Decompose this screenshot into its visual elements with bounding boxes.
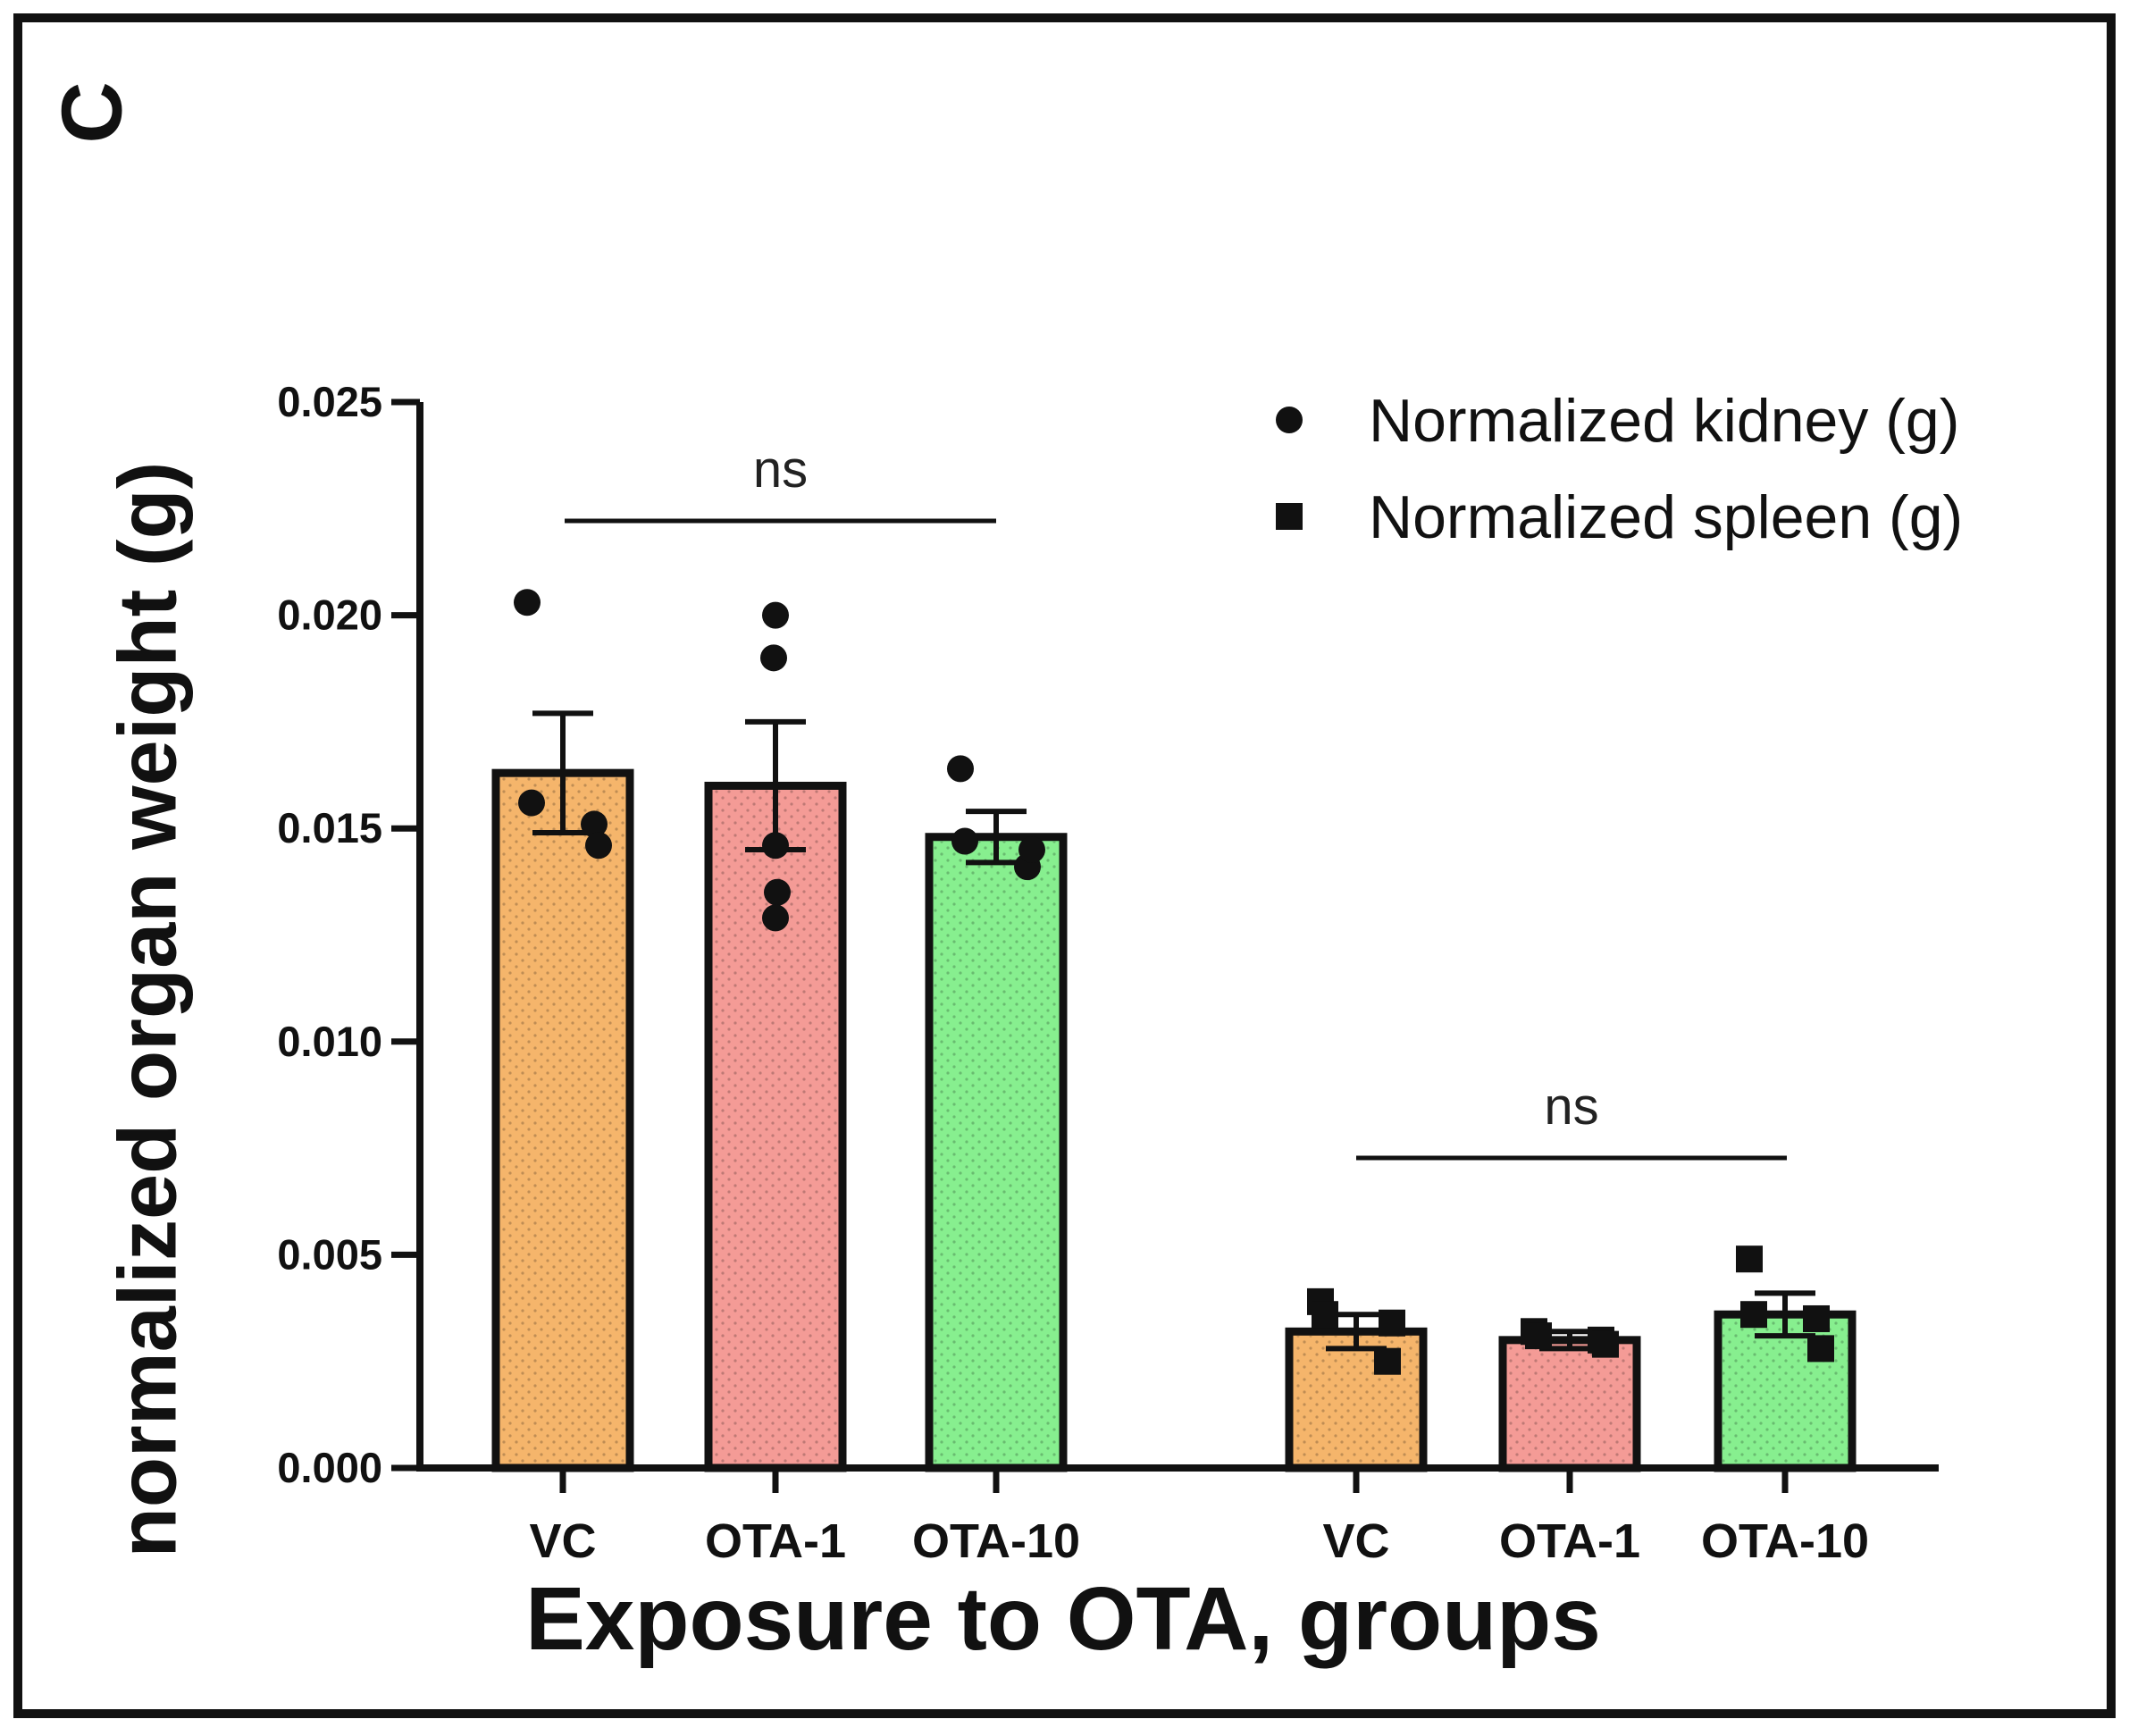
figure-border	[13, 13, 2116, 1718]
x-category-label: OTA-10	[1701, 1514, 1869, 1568]
x-category-label: VC	[1322, 1514, 1389, 1568]
data-point-kidney	[585, 832, 612, 860]
x-axis-title: Exposure to OTA, groups	[525, 1569, 1601, 1669]
data-point-kidney	[514, 589, 541, 616]
y-tick-label: 0.020	[277, 591, 382, 639]
data-point-kidney	[762, 832, 789, 860]
plot-area: 0.000 0.005 0.010 0.015 0.020 0.025 VC OTA-1 OTA…	[277, 378, 1939, 1568]
data-point-spleen	[1312, 1301, 1338, 1329]
legend-label: Normalized spleen (g)	[1369, 483, 1963, 551]
data-point-spleen	[1374, 1347, 1401, 1375]
x-category-label: OTA-1	[705, 1514, 846, 1568]
data-point-kidney	[518, 789, 545, 817]
y-tick-label: 0.015	[277, 804, 382, 851]
bar-texture	[1507, 1344, 1632, 1463]
data-point-kidney	[581, 810, 608, 838]
bar-texture	[500, 777, 625, 1463]
legend-marker-circle	[1276, 407, 1303, 433]
data-point-kidney	[760, 644, 787, 672]
legend: Normalized kidney (g) Normalized spleen (…	[1276, 387, 1963, 551]
data-point-kidney	[951, 827, 978, 855]
y-tick-label: 0.005	[277, 1230, 382, 1278]
significance-label: ns	[1544, 1078, 1598, 1136]
legend-marker-square	[1276, 503, 1303, 530]
data-point-spleen	[1803, 1304, 1830, 1332]
data-point-spleen	[1807, 1335, 1834, 1363]
panel-label: C	[44, 81, 139, 143]
bar-texture	[934, 841, 1059, 1463]
data-point-spleen	[1379, 1309, 1405, 1337]
significance-label: ns	[753, 440, 808, 499]
data-point-kidney	[764, 878, 791, 906]
data-point-spleen	[1736, 1245, 1763, 1273]
y-axis-title: normalized organ weight (g)	[102, 462, 193, 1558]
data-point-kidney	[1018, 836, 1045, 864]
legend-label: Normalized kidney (g)	[1369, 387, 1959, 455]
y-tick-label: 0.000	[277, 1444, 382, 1491]
data-point-kidney	[762, 904, 789, 932]
data-point-kidney	[762, 601, 789, 629]
y-tick-label: 0.010	[277, 1018, 382, 1065]
x-category-label: OTA-10	[912, 1514, 1080, 1568]
data-point-spleen	[1592, 1330, 1619, 1358]
data-point-kidney	[947, 755, 974, 783]
x-category-label: OTA-1	[1499, 1514, 1640, 1568]
x-category-label: VC	[529, 1514, 596, 1568]
data-point-spleen	[1740, 1301, 1767, 1329]
data-point-spleen	[1525, 1322, 1552, 1350]
y-tick-label: 0.025	[277, 378, 382, 425]
